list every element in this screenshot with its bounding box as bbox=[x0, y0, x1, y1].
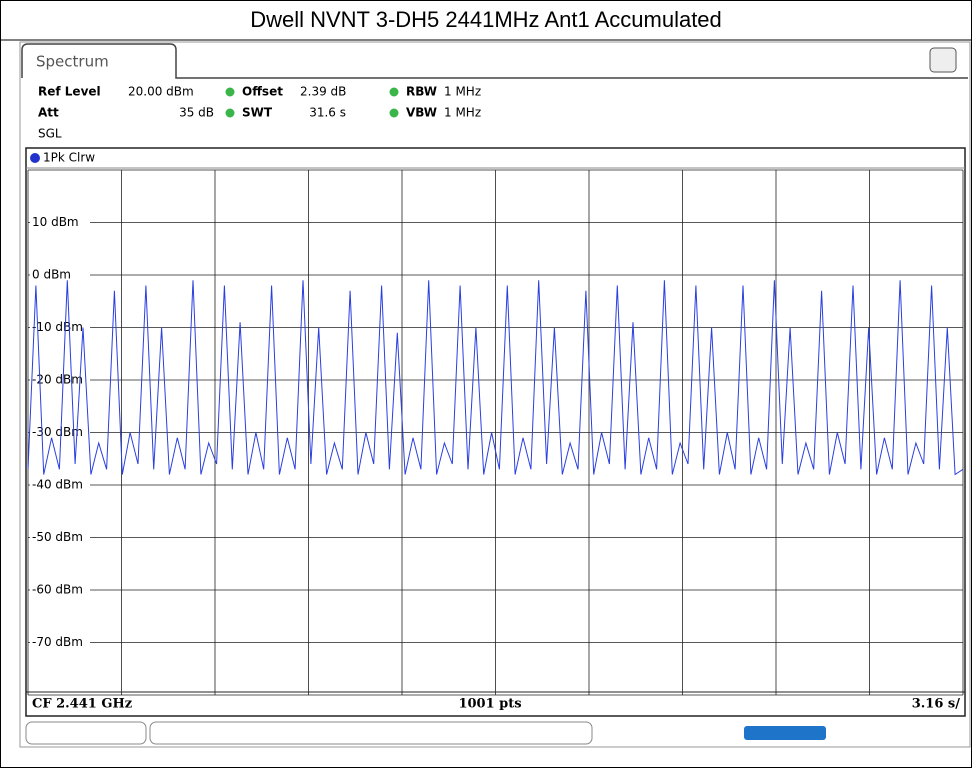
y-tick-label: -50 dBm bbox=[32, 530, 83, 544]
center-frequency: CF 2.441 GHz bbox=[32, 697, 132, 712]
status-dot bbox=[225, 87, 235, 97]
chart-title: Dwell NVNT 3-DH5 2441MHz Ant1 Accumulate… bbox=[250, 7, 722, 32]
trace-label: 1Pk Clrw bbox=[43, 151, 95, 165]
info-label: VBW bbox=[406, 106, 437, 120]
y-tick-label: 10 dBm bbox=[32, 215, 79, 229]
trace-dot bbox=[30, 153, 40, 163]
trace-line bbox=[27, 280, 964, 476]
status-box bbox=[149, 721, 593, 745]
status-dot bbox=[225, 108, 235, 118]
info-value: 31.6 s bbox=[309, 106, 346, 120]
info-label: RBW bbox=[406, 85, 437, 99]
points: 1001 pts bbox=[458, 697, 521, 712]
tick-label-bg bbox=[30, 477, 90, 493]
y-tick-label: 0 dBm bbox=[32, 268, 71, 282]
y-tick-label: -20 dBm bbox=[32, 373, 83, 387]
tick-label-bg bbox=[30, 424, 90, 441]
info-value: 20.00 dBm bbox=[128, 85, 194, 99]
tick-label-bg bbox=[30, 267, 90, 283]
tick-label-bg bbox=[30, 372, 90, 388]
status-dot bbox=[389, 108, 399, 118]
time-per-div: 3.16 s/ bbox=[912, 697, 961, 712]
status-box bbox=[25, 721, 147, 745]
info-label: SGL bbox=[38, 127, 62, 141]
tick-label-bg bbox=[30, 529, 90, 546]
progress-bar bbox=[744, 726, 826, 740]
y-tick-label: -70 dBm bbox=[32, 635, 83, 649]
info-value: 1 MHz bbox=[444, 85, 481, 99]
info-label: SWT bbox=[242, 106, 273, 120]
y-tick-label: -40 dBm bbox=[32, 478, 83, 492]
trace-layer bbox=[27, 280, 964, 476]
tick-label-bg bbox=[30, 582, 90, 598]
menu-icon[interactable] bbox=[929, 47, 957, 73]
grid: 10 dBm 0 dBm -10 dBm -20 dBm -30 dBm -40 dBm -… bbox=[27, 169, 964, 696]
info-value: 35 dB bbox=[179, 106, 214, 120]
y-tick-label: -30 dBm bbox=[32, 425, 83, 439]
info-value: 2.39 dB bbox=[300, 85, 346, 99]
info-panel: Ref Level 20.00 dBm Offset 2.39 dB RBW 1 MHz A… bbox=[38, 85, 481, 141]
status-dot bbox=[389, 87, 399, 97]
info-label: Att bbox=[38, 106, 59, 120]
y-tick-label: -60 dBm bbox=[32, 583, 83, 597]
tick-label-bg bbox=[30, 634, 90, 651]
tab bbox=[21, 43, 968, 79]
info-value: 1 MHz bbox=[444, 106, 481, 120]
info-label: Ref Level bbox=[38, 85, 101, 99]
y-tick-label: -10 dBm bbox=[32, 320, 83, 334]
tick-label-bg bbox=[30, 214, 90, 231]
tick-label-bg bbox=[30, 319, 90, 336]
info-label: Offset bbox=[242, 85, 283, 99]
tab-label: Spectrum bbox=[36, 53, 109, 71]
